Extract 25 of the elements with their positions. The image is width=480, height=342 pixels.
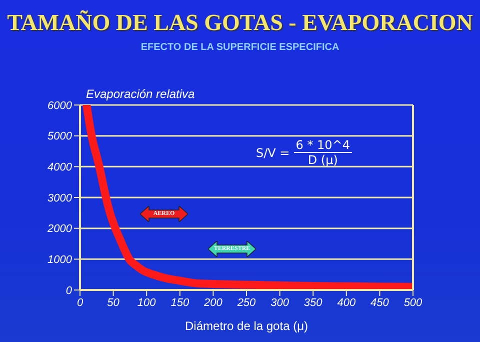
x-tick-label: 300 [270, 296, 290, 309]
annotation: S/V = [256, 146, 290, 160]
x-tick-label: 350 [304, 296, 324, 309]
x-tick-label: 500 [404, 296, 424, 309]
y-tick-label: 3000 [48, 192, 73, 204]
annotation: 6 * 10^4 [294, 138, 352, 153]
x-tick-label: 100 [137, 296, 157, 309]
y-tick-label: 6000 [48, 100, 73, 112]
x-tick-label: 250 [236, 296, 257, 309]
x-tick-label: 450 [370, 296, 390, 309]
x-tick-label: 0 [76, 296, 84, 309]
y-tick-label: 2000 [46, 223, 73, 236]
x-tick-label: 150 [170, 296, 190, 309]
chart-subtitle: EFECTO DE LA SUPERFICIE ESPECIFICA [140, 42, 340, 53]
y-axis-title: Evaporación relativa [86, 87, 195, 101]
x-axis-title: Diámetro de la gota (μ) [185, 319, 308, 333]
x-tick-label: 50 [107, 296, 120, 309]
y-tick-label: 4000 [48, 162, 73, 174]
y-tick-label: 1000 [48, 254, 73, 266]
x-tick-label: 200 [203, 296, 224, 309]
x-tick-label: 400 [337, 296, 356, 309]
y-tick-label: 5000 [48, 130, 73, 143]
annotation: D (μ) [308, 153, 338, 167]
y-tick-label: 0 [66, 284, 73, 297]
chart-title: TAMAÑO DE LAS GOTAS - EVAPORACION [6, 10, 474, 36]
